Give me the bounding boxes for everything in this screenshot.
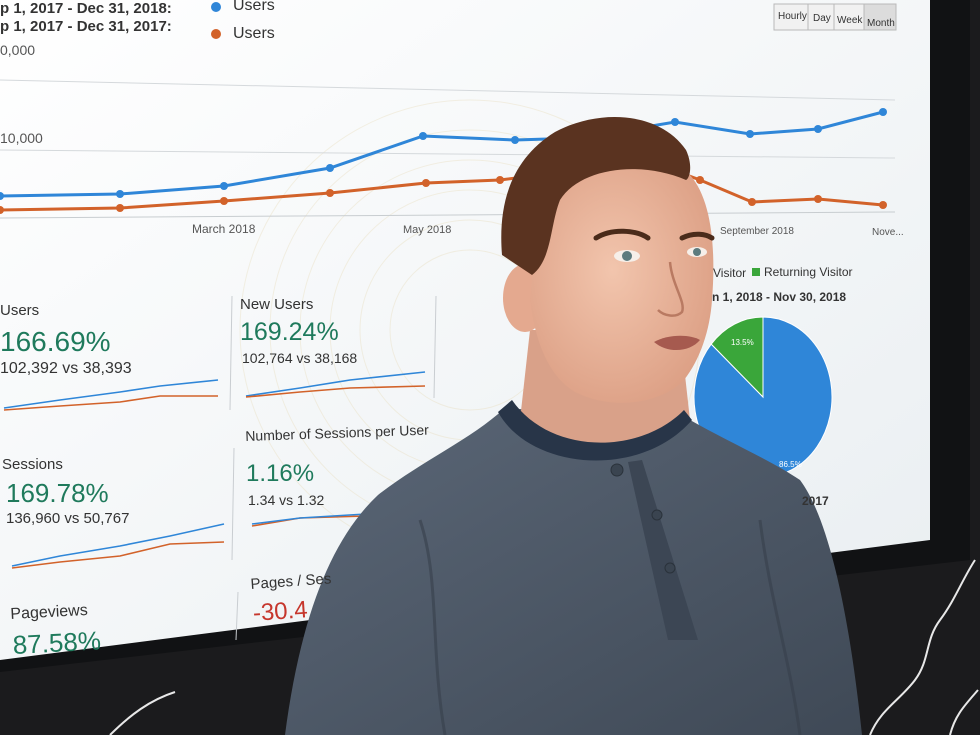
shirt-fold (418, 519, 447, 735)
users-current-point (671, 118, 679, 126)
users-current-point (814, 125, 822, 133)
metric-value-new-users: 169.24% (240, 318, 339, 346)
shirt-collar (498, 400, 692, 461)
pie-legend-returning-visitor: Returning Visitor (764, 265, 853, 279)
users-previous-point (422, 179, 430, 187)
users-current-point (879, 108, 887, 116)
interval-button-week[interactable]: Week (837, 15, 863, 26)
metric-label-users: Users (0, 302, 40, 319)
visitor-pie-chart (693, 316, 833, 478)
iris (693, 248, 701, 256)
legend-label-current: Users (233, 0, 275, 14)
y-tick-top: 0,000 (0, 42, 36, 58)
interval-button-group (773, 3, 897, 31)
metric-label-new-users: New Users (240, 296, 314, 313)
metric-divider (235, 591, 239, 641)
x-label-may: May 2018 (403, 224, 452, 236)
users-previous-point (326, 189, 334, 197)
pie-legend-new-visitor: Visitor (713, 266, 747, 280)
shirt-button (651, 509, 663, 521)
eyebrow (679, 231, 715, 241)
shirt-fold (758, 519, 802, 735)
users-previous-point (220, 197, 228, 205)
users-previous-point (0, 206, 4, 214)
users-previous-point (696, 176, 704, 184)
interval-button-hourly[interactable]: Hourly (778, 11, 807, 22)
users-previous-point (879, 201, 887, 209)
chart-gridline (0, 149, 896, 159)
pie-slice-returning-visitor (710, 316, 764, 399)
shirt-button (664, 562, 676, 574)
wall-map-drawing (109, 559, 979, 735)
metric-value-sessions-per-user: 1.16% (246, 460, 315, 487)
pie-slice-label-new: 86.5% (779, 460, 802, 469)
metric-value-users: 166.69% (0, 326, 111, 357)
shirt-button (610, 463, 624, 477)
pie-date-range: n 1, 2018 - Nov 30, 2018 (712, 290, 847, 304)
users-current-point (220, 182, 228, 190)
legend-dot-current (211, 2, 221, 12)
interval-button-day[interactable]: Day (813, 13, 831, 24)
metric-divider (433, 295, 437, 399)
nose (657, 261, 684, 317)
mouth (654, 335, 700, 351)
hair (501, 117, 691, 275)
legend-swatch-returning-visitor (752, 268, 760, 276)
iris (622, 251, 632, 261)
sparkline-new-users (245, 371, 426, 398)
chart-baseline (0, 211, 896, 219)
users-previous-point (748, 198, 756, 206)
chart-gridline (0, 79, 896, 101)
sparkline-sessions (11, 523, 225, 569)
y-tick-mid: 10,000 (0, 130, 43, 146)
x-label-november: Nove... (872, 227, 904, 238)
date-range-current: p 1, 2017 - Dec 31, 2018: (0, 0, 172, 17)
metric-divider (229, 295, 233, 411)
metric-compare-users: 102,392 vs 38,393 (0, 360, 132, 377)
users-previous-point (496, 176, 504, 184)
sparkline-sessions-per-user (251, 513, 367, 527)
users-previous-point (116, 204, 124, 212)
pie-slice-label-returning: 13.5% (731, 338, 754, 347)
pie-year-label: 2017 (802, 494, 829, 508)
metric-value-pages-per-session: -30.4 (252, 596, 309, 627)
shirt (285, 408, 862, 735)
x-label-march: March 2018 (192, 222, 256, 236)
sparkline-users (3, 379, 219, 411)
users-current-point (746, 130, 754, 138)
shirt-placket (628, 460, 698, 640)
legend-dot-previous (211, 29, 221, 39)
metric-value-pageviews: 87.58% (12, 625, 102, 660)
metric-divider (231, 447, 235, 561)
legend-label-previous: Users (233, 25, 275, 42)
metric-value-sessions: 169.78% (6, 478, 109, 508)
users-current-point (0, 192, 4, 200)
users-current-point (326, 164, 334, 172)
x-label-september: September 2018 (720, 226, 794, 237)
date-range-previous: p 1, 2017 - Dec 31, 2017: (0, 18, 172, 35)
metric-label-sessions: Sessions (2, 456, 63, 473)
users-current-point (116, 190, 124, 198)
users-current-point (511, 136, 519, 144)
users-previous-point (814, 195, 822, 203)
metric-compare-sessions-per-user: 1.34 vs 1.32 (248, 492, 325, 508)
interval-button-month[interactable]: Month (867, 18, 895, 29)
person (285, 117, 862, 735)
eyebrow (593, 228, 651, 241)
metric-compare-sessions: 136,960 vs 50,767 (6, 510, 130, 527)
metric-compare-new-users: 102,764 vs 38,168 (242, 350, 358, 366)
users-current-point (419, 132, 427, 140)
